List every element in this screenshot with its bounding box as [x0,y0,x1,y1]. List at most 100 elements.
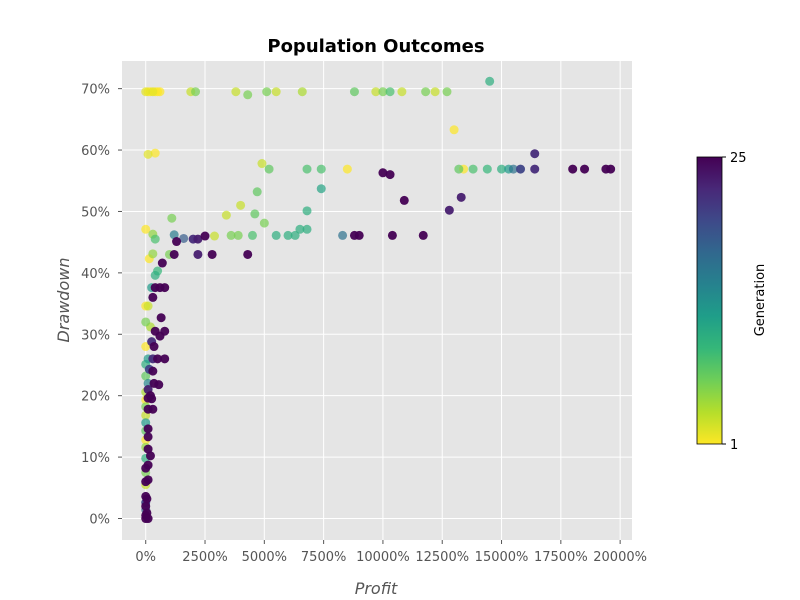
data-point [147,394,157,404]
y-tick-label: 10% [81,451,110,466]
y-tick-label: 70% [81,83,110,98]
data-point [160,354,170,364]
data-point [142,494,152,504]
data-point [302,164,312,174]
data-point [243,90,253,100]
data-point [530,149,540,159]
y-tick-label: 40% [81,267,110,282]
data-point [141,342,151,352]
data-point [221,210,231,220]
data-point [148,366,158,376]
data-point [141,224,151,234]
colorbar [696,156,723,445]
data-point [148,404,158,414]
data-point [150,148,160,158]
data-point [442,87,452,97]
data-point [169,230,179,240]
data-point [430,87,440,97]
data-point [150,270,160,280]
data-point [354,230,364,240]
data-point [200,231,210,241]
data-point [252,187,262,197]
data-point [257,159,267,169]
data-point [264,164,274,174]
data-point [143,301,153,311]
data-point [141,463,151,473]
data-point [302,206,312,216]
data-point [385,170,395,180]
data-point [444,205,454,215]
data-point [143,149,153,159]
data-point [233,230,243,240]
data-point [530,164,540,174]
data-point [378,168,388,178]
data-point [316,184,326,194]
data-point [456,192,466,202]
data-point [141,317,151,327]
data-point [297,87,307,97]
y-axis-label: Drawdown [54,258,73,343]
data-point [387,230,397,240]
data-point [141,371,151,381]
data-point [516,164,526,174]
data-point [148,87,158,97]
data-point [207,249,217,259]
data-point [226,230,236,240]
data-point [155,331,165,341]
data-point [167,213,177,223]
data-point [342,164,352,174]
data-point [149,342,159,352]
data-point [485,76,495,86]
data-point [316,164,326,174]
y-tick-label: 0% [89,513,110,528]
colorbar-title: Generation [753,264,768,337]
data-point [259,218,269,228]
data-point [580,164,590,174]
data-point [231,87,241,97]
data-point [302,224,312,234]
colorbar-min-label: 1 [730,438,738,453]
data-point [179,233,189,243]
data-point [148,292,158,302]
data-point [295,224,305,234]
data-point [150,234,160,244]
data-point [143,424,153,434]
data-point [148,249,158,259]
data-point [290,230,300,240]
data-point [399,195,409,205]
y-tick-label: 50% [81,205,110,220]
y-tick-label: 60% [81,144,110,159]
data-point [191,87,201,97]
x-tick-label: 0% [135,550,156,565]
data-point [145,451,155,461]
data-point [482,164,492,174]
x-tick-label: 2500% [182,550,227,565]
plot-area-background [122,61,632,540]
data-point [153,354,163,364]
chart-title: Population Outcomes [267,36,484,57]
data-point [385,87,395,97]
data-point [568,164,578,174]
data-point [271,230,281,240]
x-tick-label: 20000% [593,550,647,565]
data-point [378,87,388,97]
data-point [468,164,478,174]
data-point [262,87,272,97]
data-point [193,249,203,259]
data-point [421,87,431,97]
data-point [169,249,179,259]
data-point [172,237,182,247]
x-axis-ticks: 0% 2500% 5000% 7500% 10000% 12500% 15000% 17500… [135,540,647,565]
data-point [250,209,260,219]
data-points [141,76,616,524]
colorbar-max-label: 25 [730,151,747,166]
data-point [283,230,293,240]
data-point [397,87,407,97]
x-tick-label: 12500% [415,550,469,565]
data-point [508,164,518,174]
data-point [497,164,507,174]
data-point [449,125,459,135]
data-point [155,87,165,97]
data-point [349,87,359,97]
